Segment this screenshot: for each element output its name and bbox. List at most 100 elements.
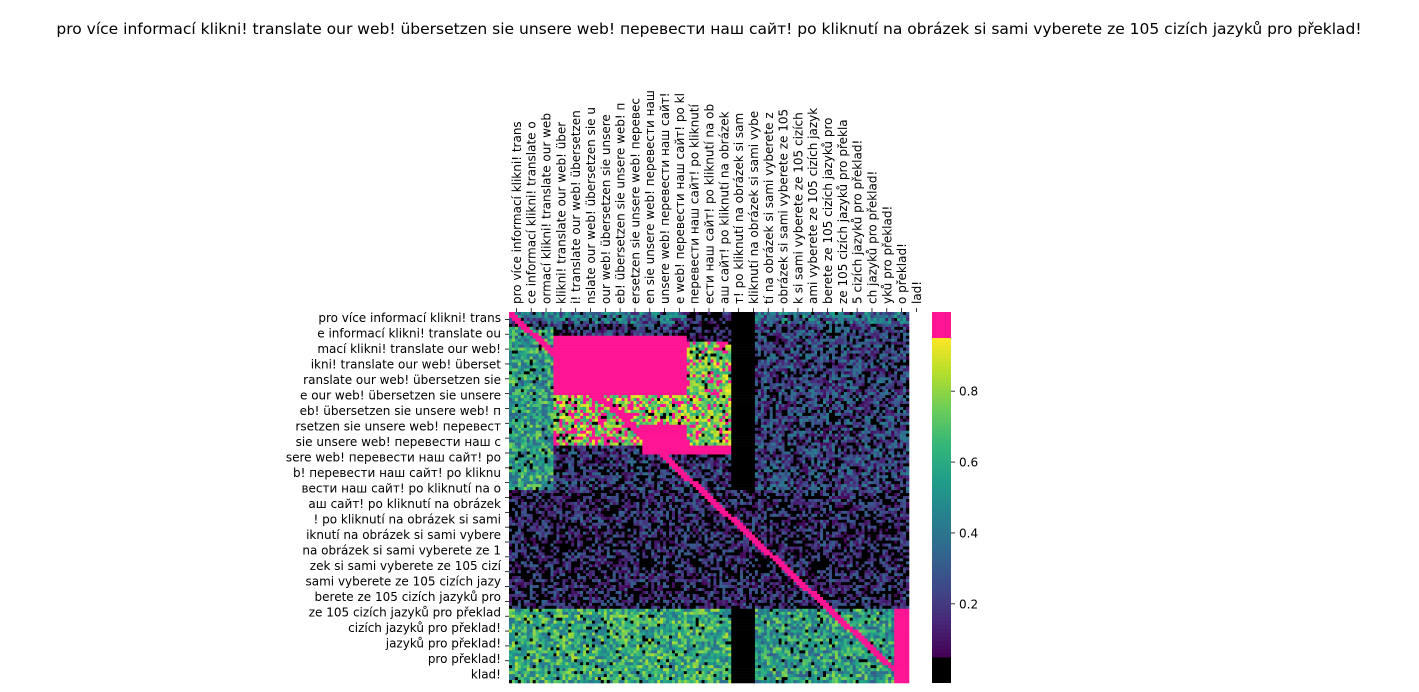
heatmap-cell	[523, 329, 533, 334]
heatmap-cell	[509, 335, 513, 340]
heatmap-cell	[802, 445, 806, 449]
heatmap-cell	[568, 323, 572, 328]
heatmap-cell	[692, 439, 696, 443]
heatmap-cell	[633, 332, 637, 337]
heatmap-cell	[799, 317, 803, 322]
heatmap-cell	[615, 401, 619, 405]
heatmap-cell	[695, 362, 699, 366]
heatmap-cell	[514, 356, 519, 360]
heatmap-cell	[544, 377, 548, 381]
heatmap-cell	[840, 371, 845, 375]
heatmap-cell	[728, 350, 732, 354]
heatmap-cell	[900, 424, 904, 429]
heatmap-cell	[523, 457, 528, 461]
heatmap-cell	[837, 427, 842, 432]
heatmap-cell	[885, 392, 889, 396]
heatmap-cell	[820, 347, 824, 351]
heatmap-cell	[846, 406, 851, 411]
heatmap-cell	[556, 445, 560, 449]
heatmap-cell	[891, 356, 895, 360]
heatmap-cell	[802, 386, 806, 390]
heatmap-cell	[517, 412, 522, 417]
heatmap-cell	[849, 415, 853, 420]
heatmap-cell	[686, 320, 691, 325]
heatmap-cell	[695, 335, 699, 340]
heatmap-cell	[823, 395, 827, 399]
heatmap-cell	[580, 398, 584, 402]
heatmap-cell	[852, 312, 856, 316]
heatmap-cell	[775, 362, 779, 366]
heatmap-cell	[805, 386, 809, 390]
heatmap-cell	[609, 454, 613, 458]
heatmap-cell	[509, 421, 513, 426]
heatmap-cell	[597, 406, 605, 411]
heatmap-cell	[900, 398, 904, 402]
heatmap-cell	[713, 359, 717, 363]
heatmap-cell	[846, 433, 851, 437]
heatmap-cell	[781, 401, 788, 405]
heatmap-cell	[843, 312, 848, 316]
heatmap-cell	[876, 383, 880, 387]
heatmap-cell	[796, 359, 800, 363]
heatmap-cell	[532, 338, 536, 342]
heatmap-cell	[704, 389, 711, 393]
heatmap-cell	[888, 409, 892, 414]
heatmap-cell	[565, 427, 569, 432]
heatmap-cell	[526, 415, 531, 420]
heatmap-cell	[591, 404, 596, 408]
heatmap-cell	[763, 442, 768, 446]
heatmap-cell	[553, 329, 563, 334]
heatmap-cell	[817, 401, 824, 405]
heatmap-cell	[719, 439, 723, 443]
heatmap-cell	[511, 398, 516, 402]
heatmap-cell	[731, 430, 762, 434]
heatmap-cell	[787, 362, 791, 366]
heatmap-cell	[725, 395, 729, 399]
heatmap-cell	[538, 421, 542, 426]
heatmap-cell	[529, 377, 533, 381]
heatmap-cell	[624, 427, 628, 432]
heatmap-cell	[538, 395, 542, 399]
heatmap-cell	[707, 412, 711, 417]
heatmap-cell	[802, 442, 806, 446]
heatmap-cell	[571, 442, 575, 446]
heatmap-cell	[526, 353, 534, 357]
heatmap-cell	[550, 359, 554, 363]
heatmap-cell	[692, 457, 696, 461]
heatmap-cell	[586, 436, 590, 440]
heatmap-cell	[870, 409, 874, 414]
heatmap-cell	[817, 398, 821, 402]
heatmap-cell	[698, 365, 702, 369]
heatmap-cell	[861, 395, 865, 399]
heatmap-cell	[683, 323, 688, 328]
heatmap-cell	[903, 377, 907, 381]
heatmap-cell	[754, 401, 759, 405]
heatmap-cell	[897, 401, 901, 405]
heatmap-cell	[903, 326, 907, 331]
heatmap-cell	[906, 409, 910, 414]
heatmap-cell	[766, 356, 771, 360]
heatmap-cell	[636, 332, 640, 337]
heatmap-cell	[903, 424, 907, 429]
heatmap-cell	[781, 320, 785, 325]
heatmap-cell	[532, 404, 536, 408]
heatmap-cell	[707, 371, 711, 375]
heatmap-cell	[885, 335, 889, 340]
heatmap-cell	[840, 433, 845, 437]
heatmap-cell	[550, 424, 554, 429]
heatmap-cell	[710, 350, 714, 354]
heatmap-cell	[873, 409, 877, 414]
heatmap-cell	[538, 460, 542, 464]
heatmap-cell	[879, 445, 883, 449]
heatmap-cell	[840, 415, 845, 420]
heatmap-cell	[754, 421, 759, 426]
heatmap-cell	[568, 314, 572, 319]
heatmap-cell	[636, 320, 640, 325]
heatmap-cell	[772, 344, 776, 348]
heatmap-cell	[710, 389, 714, 393]
heatmap-cell	[731, 365, 756, 369]
heatmap-cell	[615, 457, 619, 461]
heatmap-cell	[864, 338, 868, 342]
heatmap-cell	[834, 442, 839, 446]
heatmap-cell	[766, 401, 771, 405]
